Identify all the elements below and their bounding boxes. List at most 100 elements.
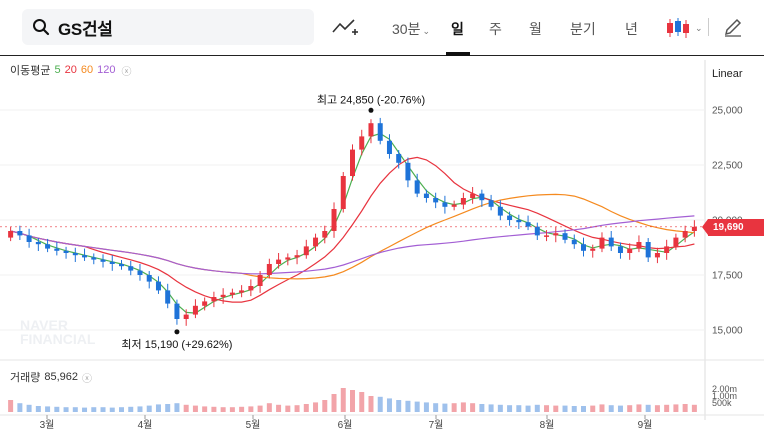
candle-body bbox=[35, 242, 41, 245]
candle-body bbox=[664, 246, 670, 253]
x-tick-label: 8월 bbox=[540, 419, 555, 431]
chart-type-button[interactable]: ⌄ bbox=[665, 15, 705, 41]
toolbar-divider bbox=[708, 18, 709, 36]
candle-body bbox=[488, 200, 494, 207]
volume-bar bbox=[331, 394, 337, 412]
volume-bar bbox=[396, 400, 402, 412]
volume-bar bbox=[63, 407, 69, 412]
ma-120-line bbox=[10, 215, 695, 275]
volume-bar bbox=[645, 404, 651, 412]
volume-bar bbox=[497, 404, 503, 412]
tab-yearly[interactable]: 년 bbox=[625, 21, 638, 37]
stock-name: GS건설 bbox=[58, 19, 113, 39]
volume-bar bbox=[266, 403, 272, 412]
candle-body bbox=[17, 231, 23, 236]
volume-label: 거래량 bbox=[10, 372, 41, 384]
volume-bar bbox=[109, 407, 115, 412]
candle-body bbox=[673, 237, 679, 247]
volume-bar bbox=[119, 407, 124, 412]
draw-pencil-icon[interactable] bbox=[722, 16, 744, 38]
ma-5-line bbox=[10, 132, 695, 314]
y-tick-label: 17,500 bbox=[712, 271, 743, 282]
candle-body bbox=[396, 154, 402, 163]
candle-body bbox=[423, 193, 429, 198]
candle-body bbox=[340, 176, 346, 209]
tab-quarterly[interactable]: 분기 bbox=[570, 21, 596, 37]
volume-bar bbox=[192, 405, 198, 412]
volume-bar bbox=[414, 401, 420, 412]
ma-60-line bbox=[10, 193, 695, 280]
candle-body bbox=[590, 248, 596, 251]
candle-body bbox=[359, 136, 365, 150]
x-tick-label: 9월 bbox=[638, 419, 653, 431]
volume-value: 85,962 bbox=[44, 371, 79, 383]
volume-bar bbox=[313, 402, 319, 412]
volume-bar bbox=[100, 407, 106, 412]
volume-bar bbox=[386, 398, 392, 412]
volume-bar bbox=[451, 403, 457, 412]
candle-body bbox=[72, 253, 78, 256]
volume-bar bbox=[72, 407, 78, 412]
scale-mode-toggle[interactable]: Linear bbox=[712, 68, 743, 80]
volume-bar bbox=[525, 405, 531, 412]
close-icon[interactable]: ⓧ bbox=[82, 373, 93, 385]
volume-bar bbox=[405, 400, 411, 412]
candle-body bbox=[682, 231, 688, 238]
candle-body bbox=[285, 257, 291, 260]
tab-30min[interactable]: 30분 ⌄ bbox=[392, 21, 430, 37]
volume-bar bbox=[146, 405, 152, 412]
candle-body bbox=[562, 233, 568, 240]
high-marker bbox=[368, 107, 374, 113]
candle-body bbox=[377, 123, 383, 141]
volume-bar bbox=[294, 405, 300, 412]
candle-body bbox=[516, 220, 522, 223]
candle-body bbox=[386, 140, 392, 154]
candle-body bbox=[211, 297, 217, 302]
volume-bar bbox=[423, 402, 429, 412]
volume-bar bbox=[8, 400, 14, 412]
y-tick-label: 22,500 bbox=[712, 161, 743, 172]
volume-bar bbox=[377, 396, 383, 412]
tab-weekly[interactable]: 주 bbox=[489, 21, 502, 37]
stock-search[interactable]: GS건설 bbox=[22, 9, 314, 45]
volume-bar bbox=[627, 405, 633, 412]
volume-legend[interactable]: 거래량 85,962 ⓧ bbox=[10, 369, 92, 385]
candle-body bbox=[155, 281, 161, 291]
volume-bar bbox=[691, 404, 697, 412]
moving-average-legend[interactable]: 이동평균 5 20 60 120 ⓧ bbox=[10, 62, 131, 78]
volume-tick-label: 500k bbox=[712, 398, 732, 408]
y-tick-label: 15,000 bbox=[712, 326, 743, 337]
volume-bar bbox=[211, 406, 217, 412]
candle-body bbox=[627, 248, 633, 253]
y-tick-label: 25,000 bbox=[712, 106, 743, 117]
volume-bar bbox=[340, 388, 346, 412]
tab-daily[interactable]: 일 bbox=[451, 21, 464, 37]
ma-5-label: 5 bbox=[54, 64, 61, 76]
tab-monthly[interactable]: 월 bbox=[529, 21, 542, 37]
volume-bar bbox=[617, 405, 623, 412]
chevron-down-icon: ⌄ bbox=[422, 26, 430, 36]
watermark-text: FINANCIAL bbox=[20, 331, 96, 347]
volume-bar bbox=[608, 405, 614, 412]
candle-body bbox=[119, 264, 124, 267]
volume-bar bbox=[174, 403, 180, 412]
candle-body bbox=[100, 259, 106, 262]
candle-body bbox=[544, 235, 550, 237]
candle-body bbox=[654, 253, 660, 258]
candle-body bbox=[313, 237, 319, 247]
candle-body bbox=[636, 242, 642, 249]
volume-bar bbox=[534, 404, 540, 412]
candle-body bbox=[294, 255, 300, 258]
candle-body bbox=[322, 231, 328, 238]
candle-body bbox=[460, 198, 466, 205]
add-trendline-icon[interactable] bbox=[330, 14, 360, 40]
volume-bar bbox=[682, 404, 688, 412]
close-icon[interactable]: ⓧ bbox=[121, 66, 132, 78]
candle-body bbox=[599, 237, 605, 249]
candle-body bbox=[581, 244, 586, 251]
candle-body bbox=[146, 275, 152, 282]
volume-bar bbox=[91, 407, 97, 412]
volume-bar bbox=[155, 404, 161, 412]
candle-body bbox=[534, 226, 540, 236]
volume-bar bbox=[82, 407, 88, 412]
